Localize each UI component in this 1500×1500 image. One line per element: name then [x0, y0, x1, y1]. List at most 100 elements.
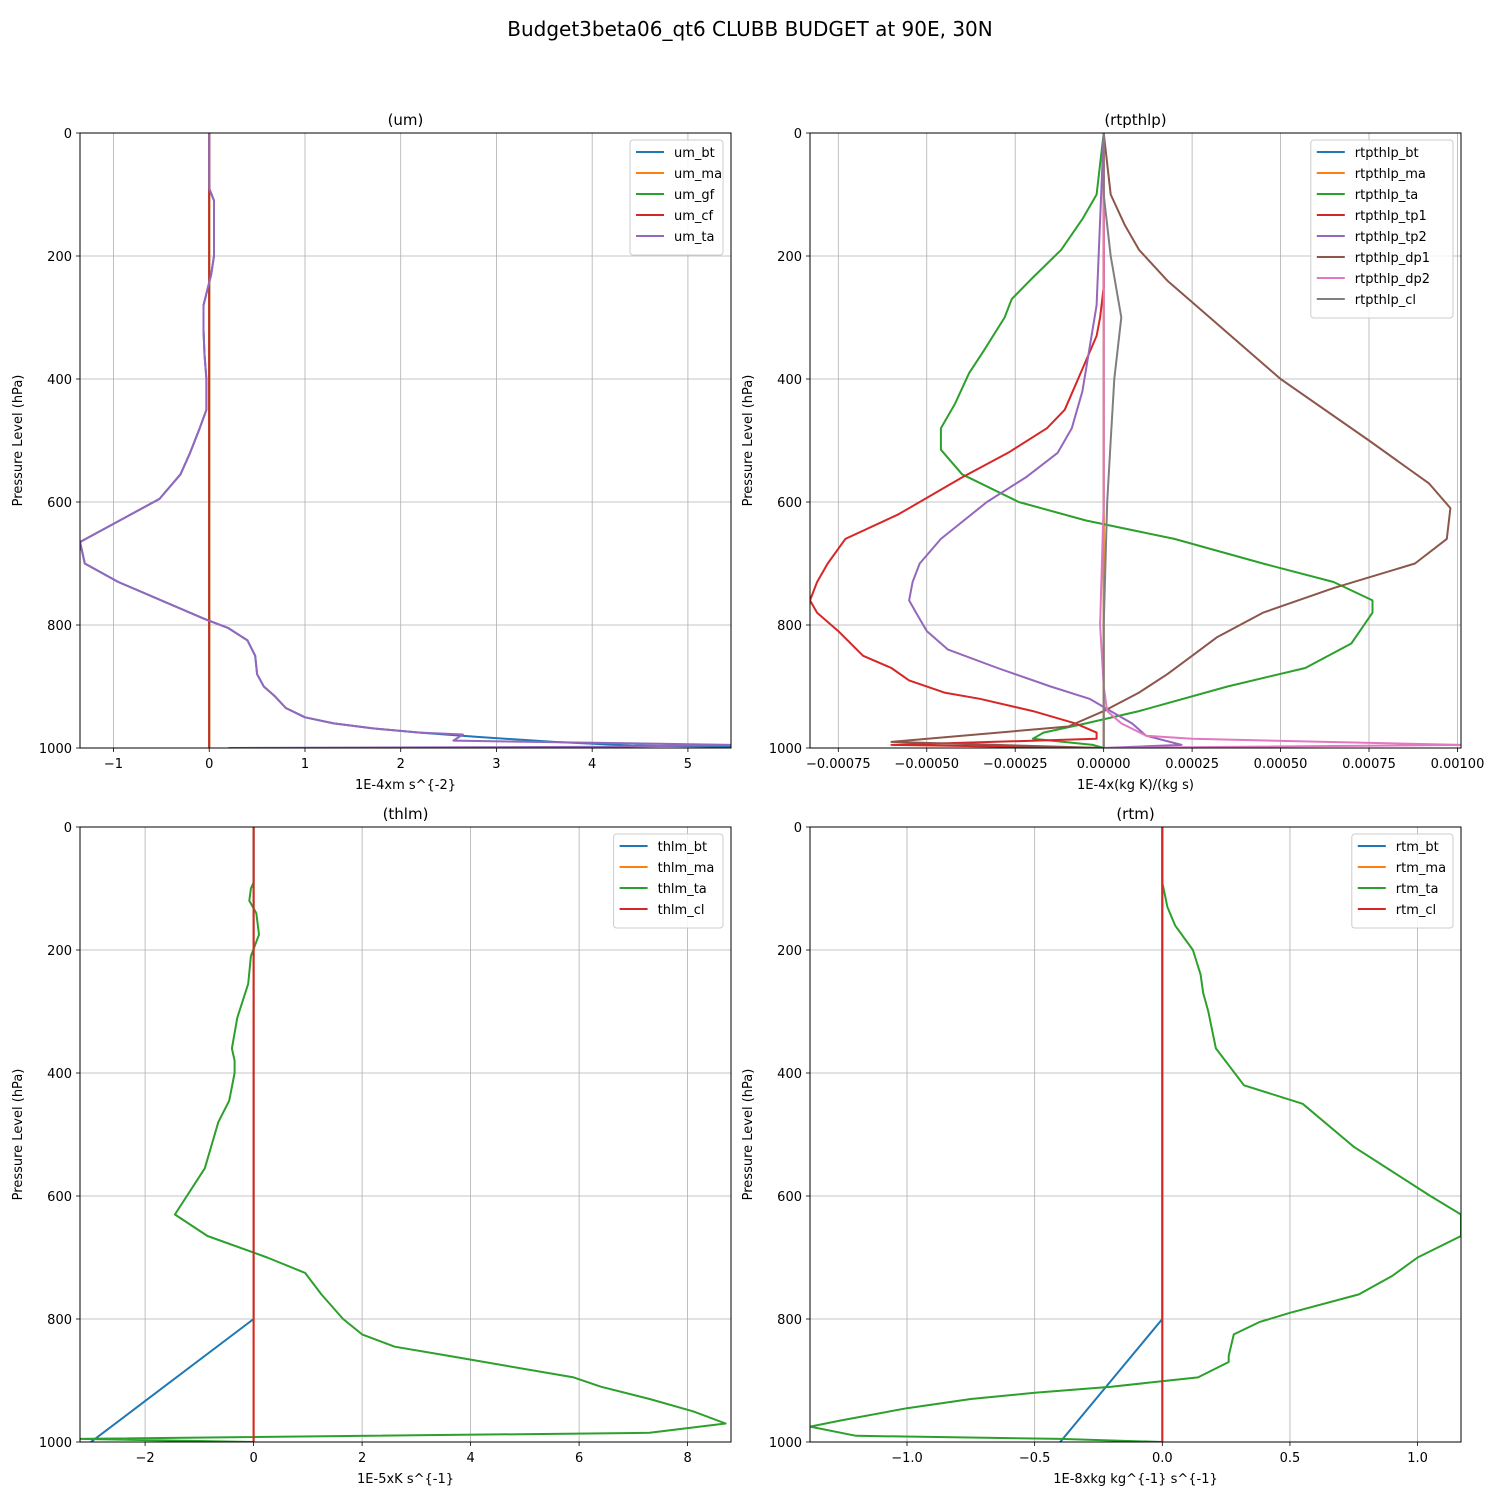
- legend: rtpthlp_bt rtpthlp_ma rtpthlp_ta rtpthlp_tp…: [1310, 139, 1454, 319]
- y-tick-label: 600: [47, 1190, 72, 1205]
- x-tick-label: 0.00025: [1165, 757, 1219, 772]
- legend-label: rtpthlp_cl: [1355, 293, 1416, 308]
- y-tick-label: 800: [47, 619, 72, 634]
- y-axis-label: Pressure Level (hPa): [741, 1069, 756, 1201]
- y-tick-label: 600: [777, 1190, 802, 1205]
- y-tick-label: 1000: [39, 1436, 72, 1451]
- axes-frame: [809, 132, 1462, 749]
- legend: um_bt um_ma um_gf um_cf um_ta: [629, 139, 724, 256]
- legend-label: rtpthlp_dp2: [1355, 272, 1430, 287]
- y-axis-label: Pressure Level (hPa): [741, 375, 756, 507]
- legend-label: rtpthlp_tp2: [1355, 230, 1427, 245]
- y-tick-label: 800: [777, 1313, 802, 1328]
- legend-label: um_ma: [674, 167, 722, 182]
- x-tick-label: −0.00025: [983, 757, 1048, 772]
- legend-label: rtpthlp_dp1: [1355, 251, 1430, 266]
- x-tick-label: 3: [492, 757, 500, 772]
- legend: thlm_bt thlm_ma thlm_ta thlm_cl: [613, 833, 724, 929]
- x-tick-label: −0.00075: [806, 757, 871, 772]
- series-line-um_ta: [80, 133, 731, 748]
- y-tick-label: 200: [47, 250, 72, 265]
- figure-title: Budget3beta06_qt6 CLUBB BUDGET at 90E, 3…: [507, 17, 993, 41]
- y-tick-label: 0: [794, 821, 802, 836]
- axes-frame: [809, 826, 1462, 1443]
- series-line-rtpthlp_cl: [1102, 133, 1123, 748]
- legend-label: rtpthlp_ma: [1355, 167, 1426, 182]
- legend-label: thlm_cl: [658, 903, 705, 918]
- legend-label: um_cf: [674, 209, 714, 224]
- panel-1: −0.00075 −0.00050 −0.00025 0.00000 0.00025 0.…: [741, 111, 1484, 793]
- y-axis-label: Pressure Level (hPa): [11, 1069, 26, 1201]
- legend-label: um_bt: [674, 146, 715, 161]
- legend-box: [629, 139, 724, 256]
- x-tick-label: −0.5: [1019, 1451, 1051, 1466]
- x-tick-label: 0.00050: [1254, 757, 1308, 772]
- y-tick-label: 1000: [769, 742, 802, 757]
- y-tick-label: 0: [64, 127, 72, 142]
- legend-label: thlm_bt: [658, 840, 707, 855]
- x-tick-label: 0.0: [1152, 1451, 1173, 1466]
- y-tick-label: 400: [47, 1067, 72, 1082]
- series-group: [810, 827, 1461, 1442]
- panel-3: −1.0 −0.5 0.0 0.5 1.0 0 200 400 600 800 1000 (rtm) 1…: [741, 805, 1462, 1487]
- x-tick-label: 1.0: [1407, 1451, 1428, 1466]
- x-tick-label: 2: [397, 757, 405, 772]
- series-line-rtpthlp_dp2: [1099, 133, 1461, 748]
- x-tick-label: 0.00100: [1431, 757, 1485, 772]
- legend-label: rtm_cl: [1396, 903, 1436, 918]
- x-tick-label: 6: [575, 1451, 583, 1466]
- legend-box: [613, 833, 724, 929]
- y-tick-label: 200: [777, 250, 802, 265]
- panel-0: −1 0 1 2 3 4 5 0 200 400 600 800 1000 (um) 1E-4xm s^{-…: [11, 111, 732, 793]
- y-tick-label: 800: [47, 1313, 72, 1328]
- x-tick-label: 1: [301, 757, 309, 772]
- legend-label: rtpthlp_ta: [1355, 188, 1418, 203]
- legend-label: rtm_bt: [1396, 840, 1439, 855]
- legend-label: rtm_ma: [1396, 861, 1446, 876]
- y-tick-label: 1000: [39, 742, 72, 757]
- legend-label: thlm_ma: [658, 861, 715, 876]
- axes-frame: [79, 826, 732, 1443]
- y-tick-label: 0: [794, 127, 802, 142]
- series-line-thlm_ta: [80, 827, 727, 1442]
- x-tick-label: −2: [136, 1451, 155, 1466]
- legend-label: um_gf: [674, 188, 715, 203]
- x-tick-label: 4: [588, 757, 596, 772]
- y-tick-label: 400: [777, 373, 802, 388]
- series-group: [80, 827, 727, 1442]
- x-tick-label: 0.00000: [1077, 757, 1131, 772]
- panel-title: (rtm): [1116, 805, 1154, 823]
- legend-label: rtm_ta: [1396, 882, 1439, 897]
- y-tick-label: 0: [64, 821, 72, 836]
- x-tick-label: −1.0: [891, 1451, 923, 1466]
- y-axis-label: Pressure Level (hPa): [11, 375, 26, 507]
- y-tick-label: 400: [47, 373, 72, 388]
- series-group: [810, 133, 1461, 748]
- x-tick-label: 0: [205, 757, 213, 772]
- legend-label: thlm_ta: [658, 882, 707, 897]
- y-tick-label: 600: [777, 496, 802, 511]
- series-line-rtpthlp_tp2: [908, 133, 1183, 748]
- x-tick-label: 0: [249, 1451, 257, 1466]
- legend-box: [1351, 833, 1454, 929]
- series-line-rtpthlp_tp1: [810, 133, 1105, 748]
- x-axis-label: 1E-4xm s^{-2}: [355, 778, 456, 793]
- series-line-rtpthlp_dp1: [890, 133, 1452, 748]
- x-tick-label: 4: [466, 1451, 474, 1466]
- panel-title: (thlm): [383, 805, 429, 823]
- x-tick-label: 5: [684, 757, 692, 772]
- panel-title: (rtpthlp): [1104, 111, 1166, 129]
- panel-title: (um): [388, 111, 424, 129]
- x-tick-label: 0.5: [1280, 1451, 1301, 1466]
- series-line-rtm_ta: [810, 827, 1461, 1442]
- legend-label: rtpthlp_bt: [1355, 146, 1419, 161]
- y-tick-label: 1000: [769, 1436, 802, 1451]
- axes-frame: [79, 132, 732, 749]
- x-axis-label: 1E-4x(kg K)/(kg s): [1077, 778, 1194, 793]
- y-tick-label: 800: [777, 619, 802, 634]
- series-line-rtpthlp_ta: [939, 133, 1374, 748]
- legend-label: rtpthlp_tp1: [1355, 209, 1427, 224]
